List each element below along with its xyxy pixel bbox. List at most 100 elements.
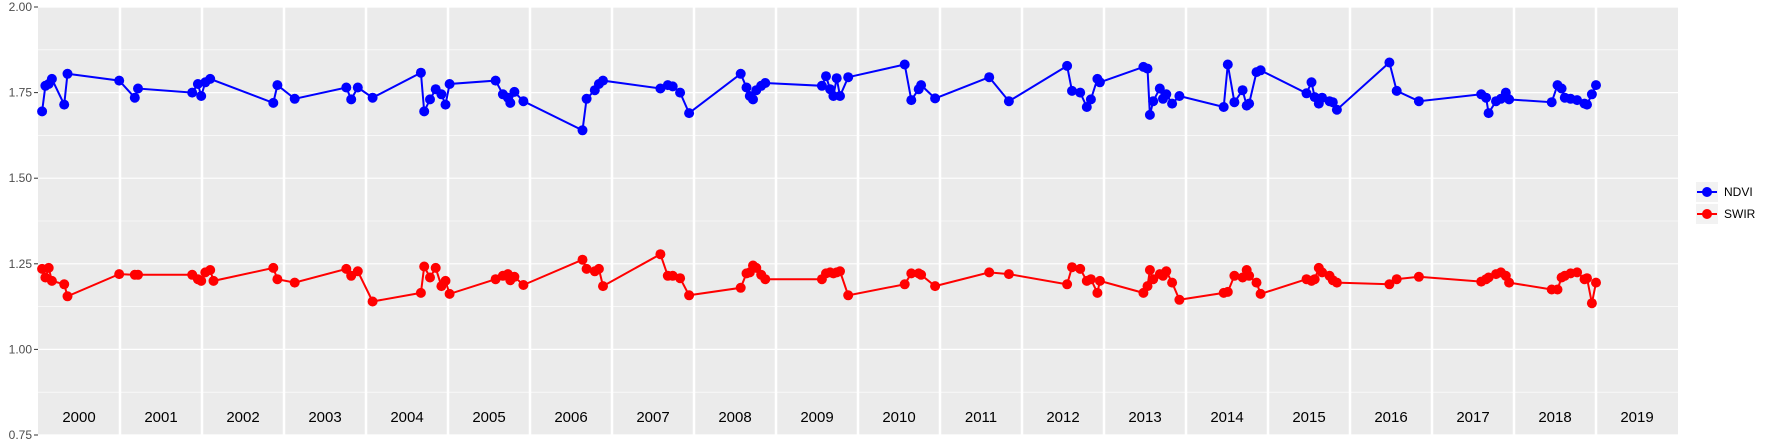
data-point-ndvi bbox=[1222, 59, 1233, 70]
data-point-ndvi bbox=[272, 80, 283, 91]
data-point-swir bbox=[289, 277, 300, 288]
year-label: 2019 bbox=[1620, 409, 1653, 426]
y-axis: 0.75 1.00 1.25 1.50 1.75 2.00 bbox=[9, 0, 38, 442]
data-point-swir bbox=[133, 269, 143, 280]
data-point-ndvi bbox=[1067, 85, 1077, 96]
data-point-ndvi bbox=[505, 97, 516, 108]
year-label: 2016 bbox=[1374, 409, 1407, 426]
data-point-ndvi bbox=[419, 106, 430, 117]
data-point-swir bbox=[208, 275, 219, 286]
legend-item-swir: SWIR bbox=[1696, 204, 1756, 224]
data-point-swir bbox=[196, 275, 207, 286]
data-point-ndvi bbox=[1062, 60, 1073, 71]
legend-label: SWIR bbox=[1724, 207, 1756, 221]
data-point-swir bbox=[1075, 263, 1086, 274]
data-point-ndvi bbox=[899, 59, 910, 70]
data-point-ndvi bbox=[1483, 108, 1494, 119]
data-point-ndvi bbox=[1391, 85, 1402, 96]
data-point-ndvi bbox=[748, 94, 758, 105]
data-point-ndvi bbox=[1237, 85, 1248, 96]
year-label: 2009 bbox=[800, 409, 833, 426]
data-point-swir bbox=[46, 275, 57, 286]
data-point-ndvi bbox=[518, 96, 529, 107]
data-point-swir bbox=[415, 287, 426, 298]
data-point-ndvi bbox=[1148, 96, 1159, 107]
data-point-swir bbox=[341, 263, 352, 274]
series-swir bbox=[37, 249, 1601, 309]
data-point-swir bbox=[1167, 277, 1178, 288]
data-point-swir bbox=[593, 263, 604, 274]
year-label: 2007 bbox=[636, 409, 669, 426]
data-point-ndvi bbox=[667, 81, 678, 92]
data-point-ndvi bbox=[1167, 98, 1178, 109]
data-point-ndvi bbox=[289, 93, 300, 104]
data-point-ndvi bbox=[1094, 77, 1105, 88]
data-point-ndvi bbox=[1327, 97, 1338, 108]
data-point-swir bbox=[62, 291, 73, 302]
year-label: 2014 bbox=[1210, 409, 1243, 426]
data-point-swir bbox=[1582, 273, 1592, 284]
data-point-ndvi bbox=[133, 83, 143, 94]
data-point-ndvi bbox=[62, 68, 73, 79]
data-point-ndvi bbox=[1075, 87, 1086, 98]
year-label: 2002 bbox=[226, 409, 259, 426]
data-point-swir bbox=[581, 263, 592, 274]
year-label: 2017 bbox=[1456, 409, 1489, 426]
data-point-ndvi bbox=[735, 68, 746, 79]
series-layer bbox=[37, 57, 1601, 309]
data-point-swir bbox=[205, 265, 216, 275]
data-point-ndvi bbox=[1154, 83, 1165, 94]
legend-item-ndvi: NDVI bbox=[1696, 182, 1753, 202]
legend: NDVI SWIR bbox=[1696, 182, 1756, 224]
year-label: 2006 bbox=[554, 409, 587, 426]
data-point-ndvi bbox=[1085, 94, 1096, 105]
data-point-ndvi bbox=[509, 86, 520, 97]
data-point-swir bbox=[906, 268, 917, 279]
data-point-ndvi bbox=[906, 95, 917, 106]
data-point-ndvi bbox=[1255, 65, 1266, 76]
year-label: 2008 bbox=[718, 409, 751, 426]
y-tick-label: 2.00 bbox=[9, 0, 33, 14]
data-point-swir bbox=[268, 262, 279, 273]
data-point-swir bbox=[1391, 274, 1402, 285]
data-point-swir bbox=[1092, 287, 1103, 298]
data-point-swir bbox=[43, 262, 54, 273]
data-point-swir bbox=[899, 279, 910, 290]
data-point-swir bbox=[1222, 286, 1233, 297]
data-point-swir bbox=[598, 281, 608, 292]
data-point-swir bbox=[440, 275, 451, 286]
year-label: 2005 bbox=[472, 409, 505, 426]
data-point-swir bbox=[272, 274, 283, 285]
year-label: 2001 bbox=[144, 409, 177, 426]
data-point-swir bbox=[684, 290, 695, 301]
data-point-swir bbox=[1244, 270, 1255, 281]
data-point-swir bbox=[419, 261, 430, 272]
data-point-ndvi bbox=[1556, 83, 1567, 94]
data-point-ndvi bbox=[835, 91, 845, 101]
legend-key-point bbox=[1702, 187, 1712, 197]
data-point-swir bbox=[114, 269, 125, 280]
y-tick-label: 1.50 bbox=[9, 171, 33, 185]
data-point-swir bbox=[1094, 275, 1105, 286]
data-point-ndvi bbox=[1413, 96, 1424, 107]
data-point-swir bbox=[577, 254, 588, 265]
data-point-swir bbox=[1251, 277, 1262, 288]
data-point-ndvi bbox=[1572, 95, 1583, 106]
data-point-ndvi bbox=[816, 80, 827, 91]
year-label: 2003 bbox=[308, 409, 341, 426]
data-point-swir bbox=[1331, 277, 1342, 288]
data-point-ndvi bbox=[436, 89, 447, 100]
data-point-ndvi bbox=[684, 108, 695, 119]
data-point-ndvi bbox=[1384, 57, 1395, 68]
data-point-ndvi bbox=[1244, 98, 1255, 109]
data-point-ndvi bbox=[59, 99, 70, 110]
data-point-ndvi bbox=[1142, 63, 1153, 74]
data-point-ndvi bbox=[46, 73, 57, 84]
data-point-swir bbox=[59, 279, 70, 290]
data-point-ndvi bbox=[1481, 92, 1492, 103]
data-point-ndvi bbox=[205, 73, 216, 84]
year-label: 2012 bbox=[1046, 409, 1079, 426]
data-point-swir bbox=[1504, 277, 1515, 288]
data-point-swir bbox=[518, 280, 529, 290]
